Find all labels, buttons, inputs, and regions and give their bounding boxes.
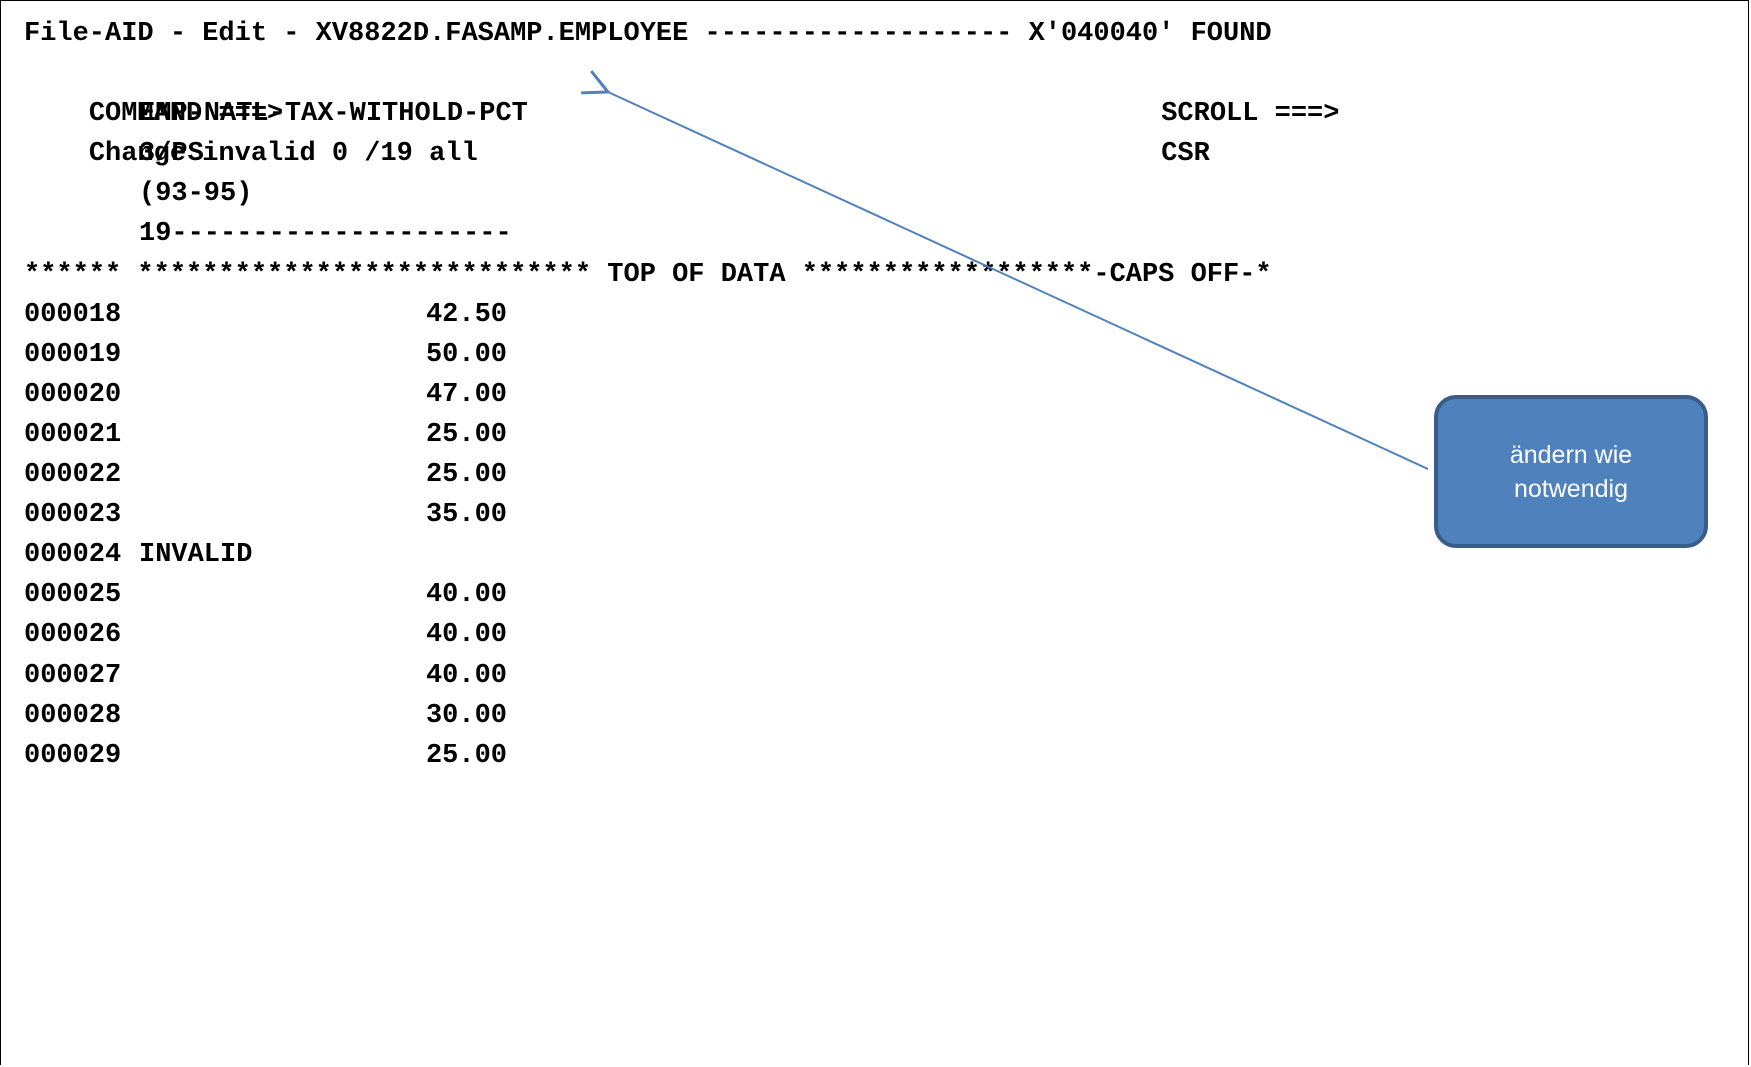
record-value[interactable]: 47.00: [425, 379, 507, 410]
record-value[interactable]: INVALID: [139, 540, 253, 571]
field-position: (93-95): [24, 174, 1272, 214]
field-position-text: (93-95): [139, 179, 253, 210]
top-of-data-line: ****** **************************** TOP …: [24, 259, 1272, 290]
callout-box: ändern wie notwendig: [1434, 395, 1708, 548]
field-name: EMP-NATL-TAX-WITHOLD-PCT: [24, 94, 1272, 134]
line-number[interactable]: 000019: [24, 339, 122, 370]
line-number[interactable]: 000020: [24, 379, 122, 410]
line-number[interactable]: 000025: [24, 580, 122, 611]
line-number[interactable]: 000023: [24, 500, 122, 531]
record-row: 000029 25.00: [24, 736, 1162, 776]
record-value[interactable]: 30.00: [425, 700, 507, 731]
scroll-label: SCROLL ===>: [1161, 99, 1340, 130]
record-row: 000020 47.00: [24, 375, 1162, 415]
record-row: 000022 25.00: [24, 455, 1162, 495]
record-row: 000027 40.00: [24, 656, 1162, 696]
record-value[interactable]: 42.50: [425, 299, 507, 330]
record-list: 000018 42.50 000019 50.00 000020 47.00 000021 2…: [24, 295, 1272, 776]
terminal-screen: File-AID - Edit - XV8822D.FASAMP.EMPLOYE…: [24, 14, 1340, 776]
field-format-text: 3/PS: [139, 139, 204, 170]
record-value[interactable]: 25.00: [425, 419, 507, 450]
title-line: File-AID - Edit - XV8822D.FASAMP.EMPLOYE…: [24, 19, 1272, 49]
line-number[interactable]: 000027: [24, 660, 122, 691]
line-number[interactable]: 000026: [24, 620, 122, 651]
record-row: 000018 42.50: [24, 295, 1162, 335]
record-value[interactable]: 50.00: [425, 339, 507, 370]
field-name-text: EMP-NATL-TAX-WITHOLD-PCT: [139, 99, 528, 130]
arrow-line: [608, 92, 1429, 470]
line-number[interactable]: 000029: [24, 740, 122, 771]
line-number[interactable]: 000021: [24, 419, 122, 450]
field-ruler-text: 19---------------------: [139, 219, 512, 250]
callout-line-1: ändern wie: [1509, 440, 1633, 469]
record-value[interactable]: 40.00: [425, 660, 507, 691]
field-format: 3/PS: [24, 134, 1272, 174]
line-number[interactable]: 000022: [24, 460, 122, 491]
record-value[interactable]: 25.00: [425, 740, 507, 771]
record-value[interactable]: 25.00: [425, 460, 507, 491]
record-row: 000025 40.00: [24, 575, 1162, 615]
line-number[interactable]: 000018: [24, 299, 122, 330]
record-row: 000024 INVALID: [24, 535, 1272, 575]
record-row: 000026 40.00: [24, 615, 1162, 655]
record-value[interactable]: 40.00: [425, 620, 507, 651]
record-value[interactable]: 35.00: [425, 500, 507, 531]
record-row: 000021 25.00: [24, 415, 1162, 455]
line-number[interactable]: 000024: [24, 540, 122, 571]
record-row: 000019 50.00: [24, 335, 1162, 375]
command-label: COMMAND ===>: [88, 99, 284, 130]
scroll-input[interactable]: CSR: [1161, 139, 1210, 170]
record-value[interactable]: 40.00: [425, 580, 507, 611]
record-row: 000028 30.00: [24, 696, 1162, 736]
command-input[interactable]: Change invalid 0 /19 all: [88, 139, 478, 170]
line-number[interactable]: 000028: [24, 700, 122, 731]
record-row: 000023 35.00: [24, 495, 1162, 535]
command-line: COMMAND ===> Change invalid 0 /19 all SC…: [24, 54, 1340, 169]
callout-line-2: notwendig: [1514, 474, 1628, 503]
field-ruler: 19---------------------: [24, 214, 1272, 254]
